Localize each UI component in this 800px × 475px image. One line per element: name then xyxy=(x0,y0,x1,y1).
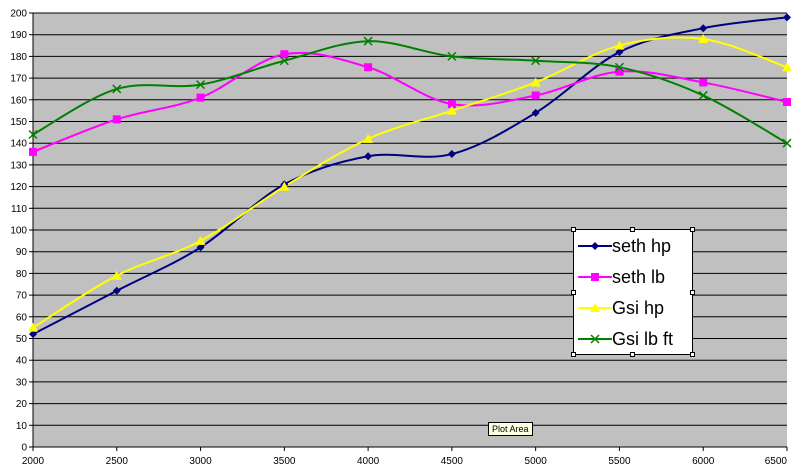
data-point-seth-lb[interactable] xyxy=(447,100,456,109)
legend-resize-handle[interactable] xyxy=(690,290,695,295)
data-point-seth-lb[interactable] xyxy=(699,78,708,87)
data-point-gsi-hp[interactable] xyxy=(614,40,625,50)
series-line-gsi-lb-ft[interactable] xyxy=(32,40,788,145)
data-point-gsi-hp[interactable] xyxy=(279,181,290,191)
x-tick-label: 3000 xyxy=(189,456,212,467)
data-point-gsi-hp[interactable] xyxy=(530,77,541,87)
data-point-gsi-lb-ft[interactable] xyxy=(112,84,122,94)
data-point-seth-lb[interactable] xyxy=(112,115,121,124)
y-tick-label: 100 xyxy=(10,226,27,237)
legend-resize-handle[interactable] xyxy=(690,352,695,357)
y-tick-label: 80 xyxy=(16,269,28,280)
data-point-seth-hp[interactable] xyxy=(783,13,791,22)
x-tick-label: 4500 xyxy=(441,456,464,467)
y-tick-label: 130 xyxy=(10,160,27,171)
series-lines xyxy=(32,16,788,336)
x-tick-label: 4000 xyxy=(357,456,380,467)
legend-label: Gsi lb ft xyxy=(612,329,674,349)
triangle-marker-icon xyxy=(578,303,612,312)
data-point-gsi-lb-ft[interactable] xyxy=(196,80,206,90)
y-tick-label: 90 xyxy=(16,247,28,258)
data-point-gsi-hp[interactable] xyxy=(782,62,792,72)
legend-label: Gsi hp xyxy=(612,298,665,318)
series-markers xyxy=(28,13,792,339)
x-tick-label: 2500 xyxy=(106,456,129,467)
data-point-gsi-hp[interactable] xyxy=(446,105,457,115)
y-tick-label: 140 xyxy=(10,139,27,150)
y-tick-label: 20 xyxy=(16,399,28,410)
y-tick-label: 190 xyxy=(10,30,27,41)
x-tick-label: 2000 xyxy=(22,456,45,467)
legend-item-gsi-hp: Gsi hp xyxy=(574,293,692,323)
y-tick-label: 40 xyxy=(16,356,28,367)
data-point-gsi-lb-ft[interactable] xyxy=(698,90,708,100)
y-tick-label: 50 xyxy=(16,334,28,345)
data-point-seth-hp[interactable] xyxy=(112,286,121,295)
data-point-seth-hp[interactable] xyxy=(29,330,37,339)
data-point-gsi-hp[interactable] xyxy=(195,235,206,245)
square-marker-icon xyxy=(578,273,612,281)
data-point-seth-lb[interactable] xyxy=(29,147,37,156)
legend[interactable]: seth hp seth lb Gsi hp Gsi lb ft xyxy=(573,229,693,355)
axes: 0 10 20 30 40 50 60 70 80 90 100 110 120 130 140 150 160… xyxy=(10,9,788,467)
legend-resize-handle[interactable] xyxy=(571,352,576,357)
data-point-gsi-lb-ft[interactable] xyxy=(782,138,792,148)
data-point-seth-hp[interactable] xyxy=(615,48,624,57)
legend-item-gsi-lb-ft: Gsi lb ft xyxy=(574,324,692,354)
data-point-seth-lb[interactable] xyxy=(196,93,205,102)
y-tick-label: 180 xyxy=(10,52,27,63)
data-point-seth-hp[interactable] xyxy=(364,152,373,161)
legend-item-seth-lb: seth lb xyxy=(574,262,692,292)
legend-resize-handle[interactable] xyxy=(571,290,576,295)
y-tick-label: 160 xyxy=(10,95,27,106)
y-tick-label: 170 xyxy=(10,74,27,85)
data-point-gsi-lb-ft[interactable] xyxy=(531,56,541,66)
legend-resize-handle[interactable] xyxy=(630,227,635,232)
y-tick-label: 120 xyxy=(10,182,27,193)
data-point-seth-lb[interactable] xyxy=(364,63,373,72)
data-point-seth-hp[interactable] xyxy=(531,108,540,117)
data-point-gsi-lb-ft[interactable] xyxy=(614,62,624,72)
y-tick-label: 60 xyxy=(16,312,28,323)
y-tick-label: 30 xyxy=(16,377,28,388)
data-point-gsi-lb-ft[interactable] xyxy=(363,36,373,46)
legend-resize-handle[interactable] xyxy=(630,352,635,357)
legend-label: seth hp xyxy=(612,236,672,256)
series-line-seth-lb[interactable] xyxy=(32,51,788,153)
data-point-gsi-hp[interactable] xyxy=(363,133,374,143)
x-tick-label: 6000 xyxy=(692,456,715,467)
data-point-gsi-lb-ft[interactable] xyxy=(28,129,38,140)
plot-area-tooltip: Plot Area xyxy=(488,422,533,436)
series-line-gsi-hp[interactable] xyxy=(32,36,788,329)
data-point-seth-lb[interactable] xyxy=(531,91,540,100)
y-tick-label: 150 xyxy=(10,117,27,128)
legend-label: seth lb xyxy=(612,267,666,287)
data-point-seth-lb[interactable] xyxy=(280,50,289,59)
data-point-gsi-hp[interactable] xyxy=(698,34,709,44)
y-tick-label: 110 xyxy=(11,204,27,215)
data-point-gsi-hp[interactable] xyxy=(111,270,122,280)
x-tick-label: 3500 xyxy=(273,456,296,467)
diamond-marker-icon xyxy=(578,242,612,250)
legend-resize-handle[interactable] xyxy=(571,227,576,232)
data-point-seth-lb[interactable] xyxy=(783,97,791,106)
x-tick-label: 5500 xyxy=(608,456,631,467)
x-tick-label: 6500 xyxy=(765,456,788,467)
y-tick-label: 10 xyxy=(16,421,28,432)
data-point-seth-hp[interactable] xyxy=(699,24,708,33)
data-point-seth-hp[interactable] xyxy=(196,243,205,252)
y-tick-label: 200 xyxy=(10,9,27,20)
data-point-gsi-hp[interactable] xyxy=(28,322,38,332)
legend-resize-handle[interactable] xyxy=(690,227,695,232)
x-marker-icon xyxy=(578,334,612,344)
y-tick-label: 0 xyxy=(21,443,27,454)
data-point-gsi-lb-ft[interactable] xyxy=(447,51,457,61)
x-tick-label: 5000 xyxy=(525,456,548,467)
data-point-gsi-lb-ft[interactable] xyxy=(279,56,289,66)
y-tick-label: 70 xyxy=(16,291,28,302)
data-point-seth-hp[interactable] xyxy=(447,150,456,159)
data-point-seth-lb[interactable] xyxy=(615,67,624,76)
legend-item-seth-hp: seth hp xyxy=(574,231,692,261)
